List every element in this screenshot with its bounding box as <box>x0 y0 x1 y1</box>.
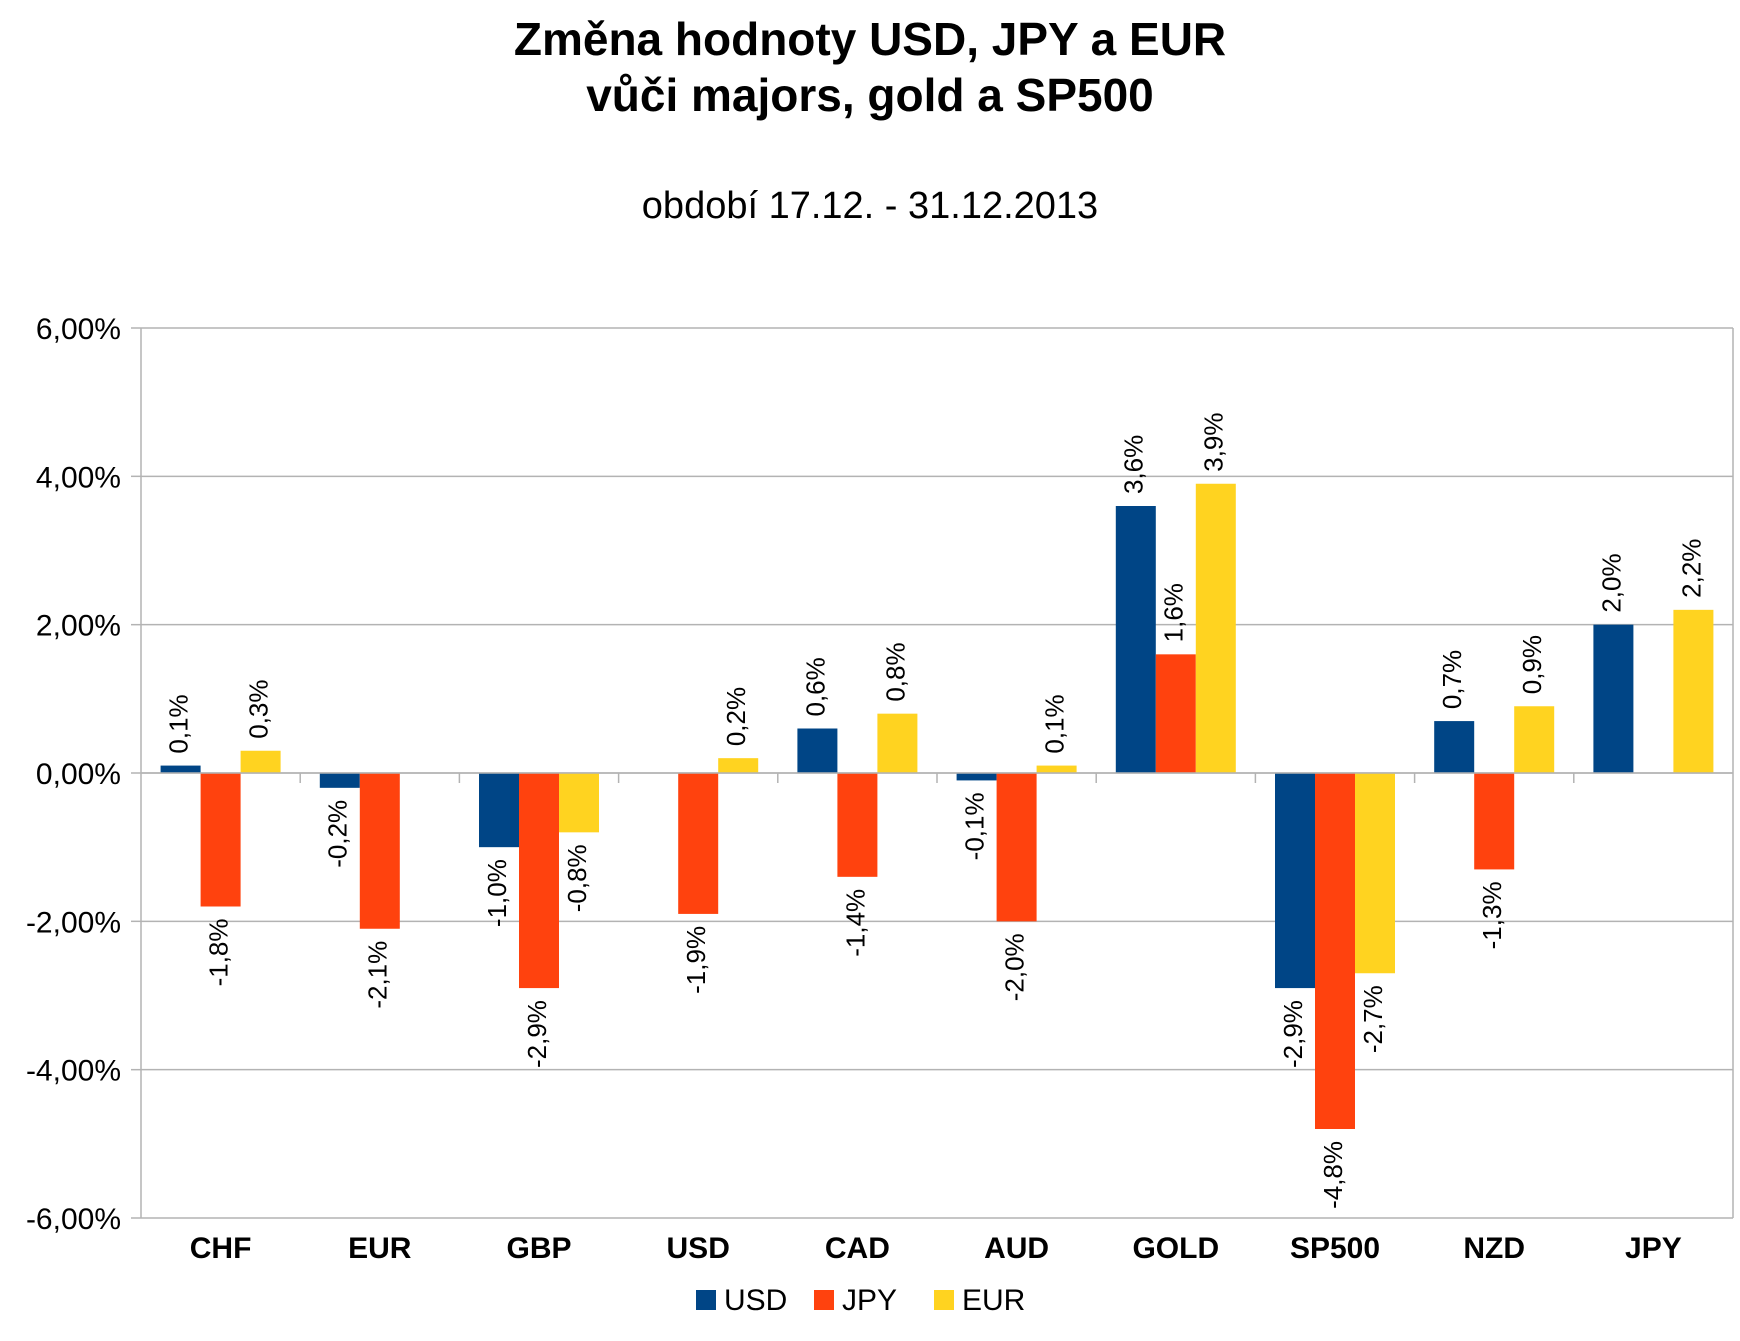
data-label: -2,9% <box>1278 1000 1308 1068</box>
x-category-label: CHF <box>190 1232 252 1265</box>
legend-swatch-usd <box>696 1290 716 1310</box>
data-label: 0,1% <box>1039 694 1069 753</box>
x-category-label: NZD <box>1463 1232 1525 1265</box>
data-label: -0,8% <box>562 844 592 912</box>
y-tick-label: 2,00% <box>36 610 121 643</box>
bar-eur-nzd <box>1514 706 1555 773</box>
bar-jpy-sp500 <box>1315 773 1355 1129</box>
bar-usd-aud <box>956 773 997 781</box>
bar-jpy-nzd <box>1474 773 1515 870</box>
data-label: 0,8% <box>880 642 910 701</box>
data-label: -2,7% <box>1358 985 1388 1053</box>
bar-usd-cad <box>797 728 838 773</box>
bar-jpy-chf <box>200 773 241 907</box>
data-label: -1,9% <box>681 926 711 994</box>
bar-usd-sp500 <box>1275 773 1315 989</box>
data-label: 0,9% <box>1517 635 1547 694</box>
bar-eur-gold <box>1195 483 1236 773</box>
legend-swatch-eur <box>934 1290 954 1310</box>
data-label: -4,8% <box>1318 1141 1348 1209</box>
data-label: -1,8% <box>203 919 233 987</box>
bar-jpy-cad <box>837 773 878 877</box>
x-category-label: AUD <box>984 1232 1049 1265</box>
chart-title-line2: vůči majors, gold a SP500 <box>586 69 1154 121</box>
data-label: 0,1% <box>163 694 193 753</box>
bar-jpy-aud <box>996 773 1037 922</box>
x-category-label: GOLD <box>1132 1232 1219 1265</box>
legend-label-eur: EUR <box>962 1284 1025 1317</box>
y-tick-label: -6,00% <box>26 1203 121 1236</box>
chart-subtitle: období 17.12. - 31.12.2013 <box>641 185 1099 227</box>
legend: USD JPY EUR <box>696 1284 1025 1317</box>
data-label: 0,3% <box>243 679 273 738</box>
bar-eur-chf <box>240 750 281 773</box>
bar-eur-cad <box>877 713 918 773</box>
bar-eur-aud <box>1036 765 1077 773</box>
bar-jpy-usd <box>678 773 719 914</box>
bar-usd-gbp <box>479 773 519 848</box>
x-category-label: CAD <box>825 1232 890 1265</box>
data-label: 2,2% <box>1676 539 1706 598</box>
legend-label-usd: USD <box>724 1284 787 1317</box>
x-category-label: EUR <box>348 1232 412 1265</box>
bar-usd-jpy <box>1593 624 1634 773</box>
chart-title-line1: Změna hodnoty USD, JPY a EUR <box>513 13 1227 65</box>
data-label: 0,7% <box>1437 650 1467 709</box>
bar-eur-jpy <box>1673 609 1714 773</box>
data-label: 0,2% <box>721 687 751 746</box>
data-label: 0,6% <box>800 657 830 716</box>
data-label: 3,9% <box>1199 412 1229 471</box>
bar-eur-sp500 <box>1355 773 1395 974</box>
y-tick-label: 4,00% <box>36 461 121 494</box>
bar-jpy-gold <box>1155 654 1196 773</box>
bar-usd-gold <box>1115 506 1156 773</box>
data-labels: 0,1% -1,8% 0,3% -0,2% -2,1% -1,0% -2,9% -0,8% -1… <box>163 412 1706 1208</box>
data-label: -2,9% <box>522 1000 552 1068</box>
data-label: 3,6% <box>1119 435 1149 494</box>
x-category-label: SP500 <box>1290 1232 1380 1265</box>
data-label: 2,0% <box>1596 553 1626 612</box>
data-label: -2,1% <box>363 941 393 1009</box>
data-label: 1,6% <box>1159 583 1189 642</box>
data-label: -0,2% <box>323 800 353 868</box>
y-tick-label: 6,00% <box>36 313 121 346</box>
bar-jpy-gbp <box>519 773 559 989</box>
y-tick-label: -4,00% <box>26 1055 121 1088</box>
legend-label-jpy: JPY <box>842 1284 897 1317</box>
bar-usd-nzd <box>1434 721 1475 773</box>
data-label: -0,1% <box>959 792 989 860</box>
bar-eur-gbp <box>559 773 599 833</box>
x-category-label: USD <box>667 1232 730 1265</box>
bar-jpy-eur <box>359 773 400 929</box>
x-category-label: JPY <box>1625 1232 1682 1265</box>
x-axis: CHF EUR GBP USD CAD AUD GOLD SP500 NZD JPY <box>141 772 1733 1265</box>
bars <box>160 483 1714 1129</box>
bar-usd-eur <box>319 773 360 788</box>
data-label: -1,3% <box>1477 881 1507 949</box>
y-axis: 6,00% 4,00% 2,00% 0,00% -2,00% -4,00% -6,00% <box>26 313 1734 1236</box>
y-tick-label: -2,00% <box>26 906 121 939</box>
bar-usd-chf <box>160 765 201 773</box>
data-label: -2,0% <box>999 933 1029 1001</box>
data-label: -1,0% <box>482 859 512 927</box>
data-label: -1,4% <box>840 889 870 957</box>
x-category-label: GBP <box>506 1232 571 1265</box>
legend-swatch-jpy <box>814 1290 834 1310</box>
y-tick-label: 0,00% <box>36 758 121 791</box>
bar-eur-usd <box>718 758 759 773</box>
